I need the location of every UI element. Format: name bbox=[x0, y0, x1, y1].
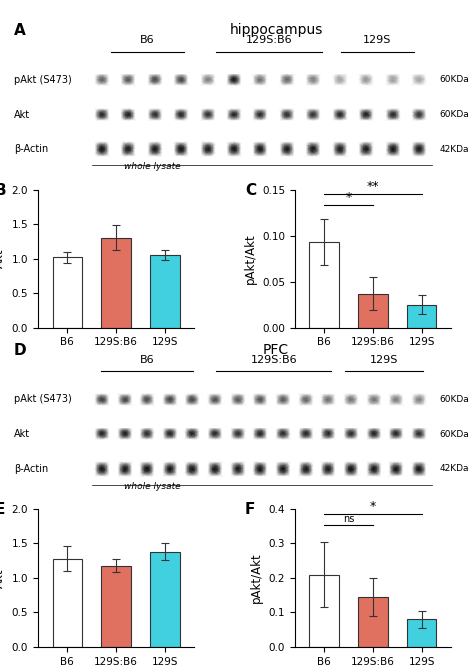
Text: ns: ns bbox=[343, 514, 354, 524]
Text: hippocampus: hippocampus bbox=[229, 23, 323, 37]
Text: pAkt (S473): pAkt (S473) bbox=[14, 75, 72, 85]
Text: whole lysate: whole lysate bbox=[124, 163, 181, 171]
Text: β-Actin: β-Actin bbox=[14, 144, 48, 154]
Text: **: ** bbox=[367, 180, 379, 193]
Text: C: C bbox=[245, 183, 256, 197]
Text: B: B bbox=[0, 183, 6, 197]
Y-axis label: pAkt/Akt: pAkt/Akt bbox=[250, 552, 263, 604]
Bar bbox=[407, 620, 437, 647]
Bar bbox=[310, 242, 339, 327]
Text: 129S: 129S bbox=[363, 35, 392, 45]
Y-axis label: pAkt/Akt: pAkt/Akt bbox=[244, 233, 256, 284]
Text: 129S: 129S bbox=[370, 355, 398, 365]
Text: PFC: PFC bbox=[263, 343, 289, 357]
Text: β-Actin: β-Actin bbox=[14, 464, 48, 474]
Text: 60KDa: 60KDa bbox=[439, 110, 469, 119]
Text: whole lysate: whole lysate bbox=[124, 482, 181, 491]
Y-axis label: Akt: Akt bbox=[0, 249, 6, 268]
Text: 60KDa: 60KDa bbox=[439, 395, 469, 404]
Text: B6: B6 bbox=[140, 355, 155, 365]
Text: 129S:B6: 129S:B6 bbox=[246, 35, 292, 45]
Y-axis label: Akt: Akt bbox=[0, 568, 6, 588]
Bar bbox=[150, 552, 180, 647]
Text: A: A bbox=[14, 23, 26, 38]
Text: pAkt (S473): pAkt (S473) bbox=[14, 394, 72, 404]
Text: D: D bbox=[14, 343, 27, 358]
Text: 60KDa: 60KDa bbox=[439, 430, 469, 439]
Bar bbox=[358, 597, 388, 647]
Text: *: * bbox=[370, 500, 376, 514]
Text: 42KDa: 42KDa bbox=[439, 464, 469, 474]
Text: Akt: Akt bbox=[14, 109, 30, 119]
Bar bbox=[358, 293, 388, 327]
Bar bbox=[101, 238, 131, 327]
Bar bbox=[310, 574, 339, 647]
Text: 42KDa: 42KDa bbox=[439, 145, 469, 154]
Text: B6: B6 bbox=[140, 35, 155, 45]
Text: 129S:B6: 129S:B6 bbox=[251, 355, 297, 365]
Bar bbox=[150, 255, 180, 327]
Text: *: * bbox=[346, 191, 352, 204]
Text: 60KDa: 60KDa bbox=[439, 75, 469, 85]
Bar bbox=[53, 559, 82, 647]
Text: E: E bbox=[0, 502, 5, 517]
Bar bbox=[407, 305, 437, 327]
Text: F: F bbox=[245, 502, 255, 517]
Text: Akt: Akt bbox=[14, 429, 30, 439]
Bar bbox=[53, 257, 82, 327]
Bar bbox=[101, 566, 131, 647]
